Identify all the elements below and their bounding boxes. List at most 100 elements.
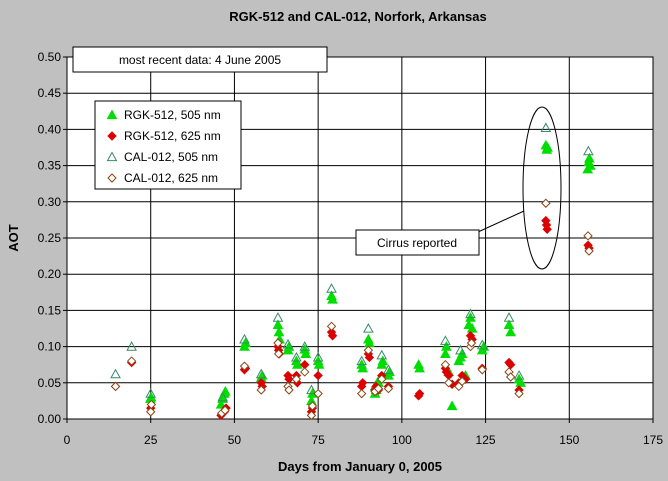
y-axis-title: AOT <box>6 224 21 252</box>
data-point <box>313 359 325 369</box>
data-point <box>541 198 551 208</box>
data-point <box>505 326 517 337</box>
data-point <box>440 348 451 358</box>
y-tick-label: 0.30 <box>38 195 62 209</box>
series-2 <box>110 122 594 402</box>
y-tick-label: 0.10 <box>38 340 62 354</box>
data-point <box>300 348 312 358</box>
data-point <box>146 407 156 417</box>
data-point <box>272 312 284 322</box>
data-point <box>377 355 389 366</box>
data-point <box>515 377 527 387</box>
data-point <box>514 388 524 399</box>
cirrus-ellipse <box>522 106 562 270</box>
legend-marker <box>106 151 118 162</box>
data-point <box>364 352 375 363</box>
data-point <box>503 319 515 329</box>
data-point <box>284 385 294 395</box>
data-point <box>312 351 324 362</box>
legend-marker <box>107 173 117 183</box>
data-point <box>327 294 338 304</box>
data-point <box>220 405 230 416</box>
cirrus-label: Cirrus reported <box>377 236 457 250</box>
data-point <box>444 378 454 388</box>
data-point <box>273 338 283 348</box>
x-tick-label: 150 <box>559 433 579 447</box>
legend-label-rgk505: RGK-512, 505 nm <box>124 108 221 122</box>
y-tick-label: 0.20 <box>38 267 62 281</box>
data-point <box>457 376 467 387</box>
data-point <box>307 401 318 411</box>
data-point <box>363 345 374 355</box>
y-tick-label: 0.40 <box>38 122 62 136</box>
data-point <box>327 331 338 341</box>
series-0 <box>145 139 596 411</box>
data-point <box>126 341 137 351</box>
data-point <box>326 283 337 293</box>
data-point <box>376 349 388 360</box>
data-point <box>503 312 515 322</box>
data-point <box>542 224 552 235</box>
data-point <box>110 381 121 392</box>
legend-marker <box>106 109 118 120</box>
legend-label-rgk625: RGK-512, 625 nm <box>124 129 221 143</box>
data-point <box>313 370 323 381</box>
data-point <box>217 393 229 403</box>
data-point <box>414 362 425 373</box>
y-tick-label: 0.15 <box>38 303 62 317</box>
data-point <box>313 388 323 399</box>
x-axis-title: Days from January 0, 2005 <box>278 459 442 474</box>
data-point <box>363 322 374 333</box>
data-point <box>373 383 384 394</box>
legend-marker <box>107 131 117 141</box>
data-point <box>583 231 593 241</box>
x-tick-label: 0 <box>64 433 71 447</box>
data-point <box>440 335 451 345</box>
note-text: most recent data: 4 June 2005 <box>119 53 281 67</box>
note-box: most recent data: 4 June 2005 <box>72 46 328 73</box>
cirrus-annotation: Cirrus reported <box>355 106 562 270</box>
data-point <box>505 372 516 382</box>
data-point <box>466 338 477 348</box>
data-point <box>505 359 516 370</box>
data-point <box>146 399 157 410</box>
y-tick-label: 0.05 <box>38 376 62 390</box>
data-point <box>441 341 452 351</box>
data-point <box>239 361 250 371</box>
y-tick-label: 0.45 <box>38 86 62 100</box>
data-point <box>446 400 458 411</box>
data-point <box>291 374 302 384</box>
data-point <box>282 338 294 349</box>
data-point <box>513 370 525 380</box>
data-point <box>465 308 476 319</box>
data-point <box>326 321 337 332</box>
x-tick-label: 25 <box>144 433 158 447</box>
data-point <box>584 246 594 256</box>
y-tick-label: 0.25 <box>38 231 62 245</box>
data-point <box>306 410 317 421</box>
data-point <box>273 349 284 359</box>
data-point <box>126 356 137 366</box>
y-tick-label: 0.50 <box>38 50 62 64</box>
data-point <box>255 368 267 379</box>
legend-box <box>94 100 242 190</box>
legend-label-cal625: CAL-012, 625 nm <box>124 171 218 185</box>
x-tick-label: 50 <box>228 433 242 447</box>
data-point <box>585 160 596 170</box>
data-point <box>542 141 553 152</box>
data-point <box>356 388 367 399</box>
cirrus-label-box <box>355 229 480 256</box>
note-box-frame <box>72 46 328 73</box>
data-point <box>476 339 488 350</box>
data-point <box>256 385 266 395</box>
data-point <box>466 322 478 333</box>
data-point <box>299 341 311 351</box>
data-point <box>145 388 157 398</box>
data-point <box>583 145 594 156</box>
data-point <box>383 383 394 394</box>
data-point <box>357 362 369 373</box>
data-point <box>292 359 303 369</box>
data-point <box>477 365 487 375</box>
data-point <box>291 351 302 362</box>
